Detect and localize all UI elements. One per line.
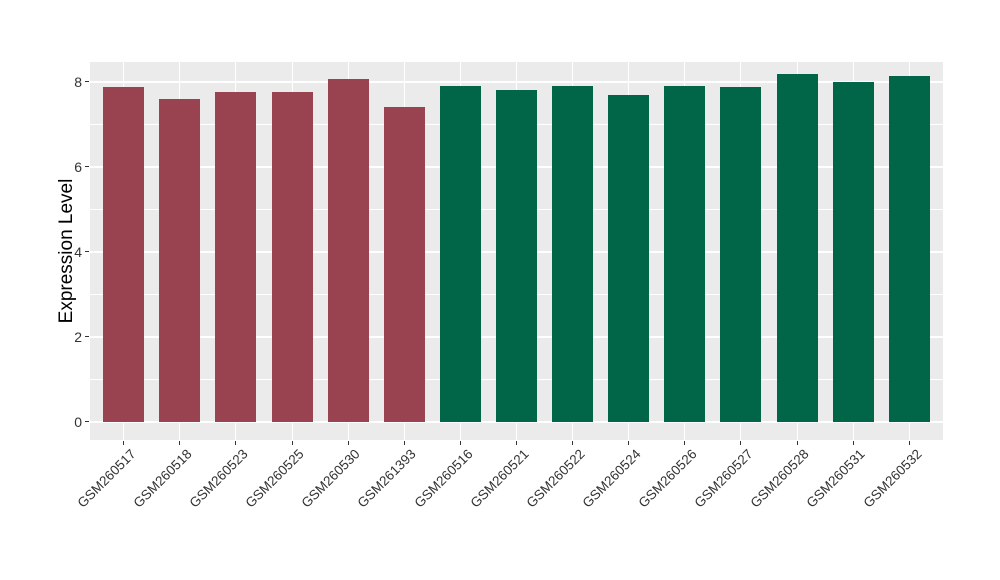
x-tick-mark — [796, 440, 798, 445]
x-tick-label: GSM260521 — [467, 446, 532, 511]
x-tick-label: GSM260524 — [579, 446, 644, 511]
x-tick-mark — [628, 440, 630, 445]
bar-GSM260525 — [271, 92, 313, 422]
x-tick-mark — [235, 440, 237, 445]
plot-panel — [90, 62, 943, 440]
x-tick-label: GSM260523 — [186, 446, 251, 511]
x-tick-label: GSM261393 — [354, 446, 420, 511]
x-tick-label: GSM260528 — [747, 446, 812, 511]
bar-GSM260517 — [103, 87, 145, 422]
x-tick-mark — [123, 440, 125, 445]
y-tick-label: 6 — [74, 158, 82, 175]
y-tick-label: 4 — [74, 243, 82, 260]
x-tick-mark — [179, 440, 181, 445]
x-tick-label: GSM260530 — [298, 446, 364, 511]
y-tick-label: 0 — [74, 413, 82, 430]
y-tick-label: 8 — [74, 73, 82, 90]
x-tick-mark — [684, 440, 686, 445]
bar-GSM260527 — [720, 86, 762, 422]
x-tick-mark — [572, 440, 574, 445]
y-tick-mark — [84, 251, 89, 253]
bar-GSM260521 — [496, 90, 537, 422]
y-tick-mark — [84, 421, 89, 423]
bar-GSM260532 — [888, 76, 930, 422]
x-tick-mark — [516, 440, 517, 445]
x-tick-label: GSM260518 — [130, 446, 195, 511]
y-tick-mark — [84, 336, 89, 338]
y-tick-label: 2 — [74, 328, 82, 345]
x-tick-mark — [347, 440, 349, 445]
x-tick-label: GSM260517 — [74, 446, 139, 511]
bar-GSM260531 — [832, 81, 874, 422]
bar-GSM260518 — [159, 98, 201, 422]
x-tick-mark — [403, 440, 405, 445]
bar-GSM261393 — [383, 107, 425, 422]
x-tick-label: GSM260525 — [242, 446, 307, 511]
x-tick-label: GSM260516 — [411, 446, 476, 511]
x-tick-mark — [908, 440, 910, 445]
x-tick-label: GSM260526 — [635, 446, 700, 511]
bar-GSM260524 — [608, 95, 650, 422]
bar-GSM260523 — [215, 91, 257, 422]
y-tick-mark — [84, 81, 89, 83]
bar-GSM260530 — [327, 79, 369, 422]
x-tick-mark — [852, 440, 854, 445]
bar-GSM260526 — [664, 86, 706, 422]
bar-GSM260522 — [552, 85, 594, 422]
x-tick-mark — [459, 440, 461, 445]
x-tick-label: GSM260522 — [523, 446, 588, 511]
x-tick-label: GSM260531 — [803, 446, 869, 511]
x-tick-mark — [291, 440, 293, 445]
bar-GSM260528 — [776, 74, 818, 422]
x-tick-label: GSM260527 — [691, 446, 756, 511]
y-tick-mark — [84, 166, 89, 168]
x-tick-label: GSM260532 — [860, 446, 925, 511]
bar-GSM260516 — [439, 85, 481, 422]
x-tick-mark — [740, 440, 742, 445]
